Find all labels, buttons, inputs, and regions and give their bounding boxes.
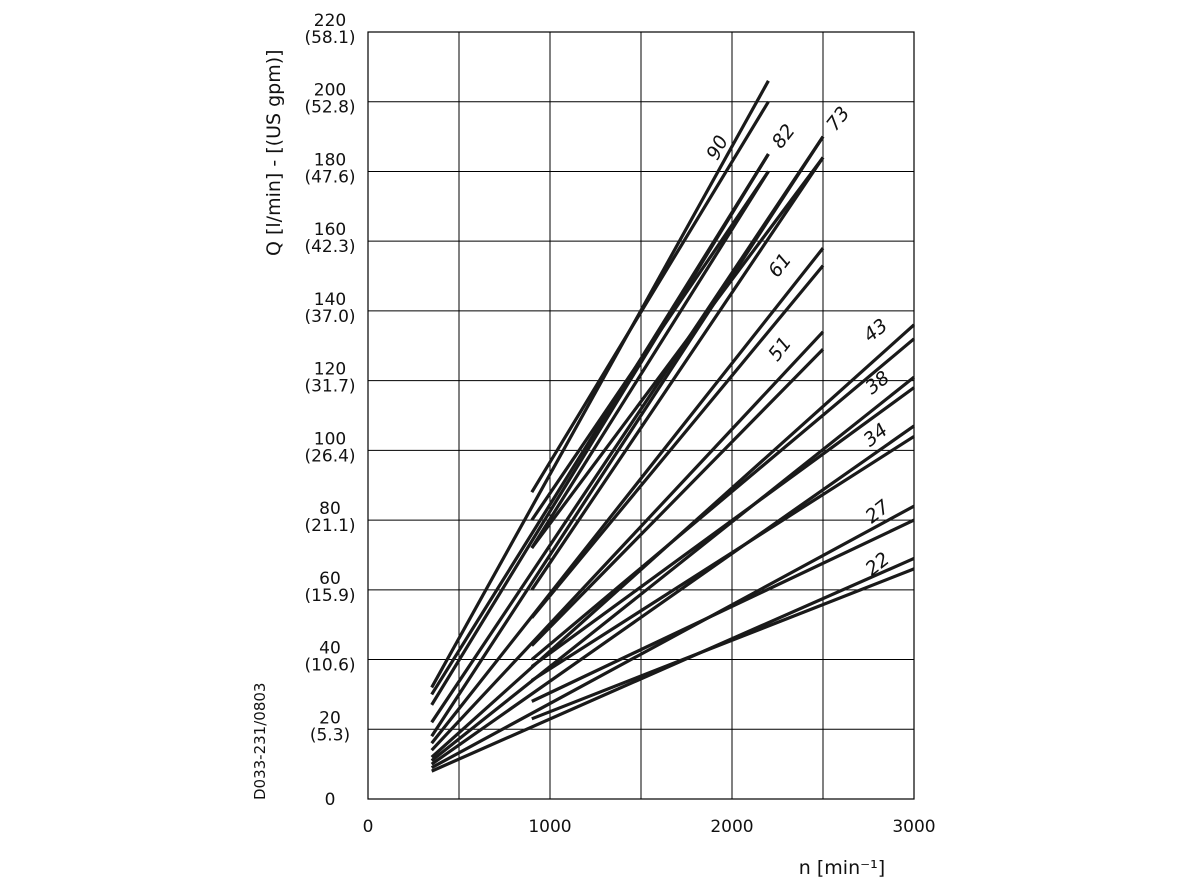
series-line-82 [530, 170, 770, 521]
series-label: 22 [861, 548, 894, 580]
series-line-90 [530, 170, 770, 549]
series-line-82 [530, 156, 825, 549]
series-line-27 [430, 504, 915, 770]
series-label: 43 [859, 314, 892, 346]
series-line-90 [430, 80, 770, 689]
drawing-code: D033-231/0803 [251, 683, 269, 800]
series-line-43 [530, 337, 916, 661]
y-axis-title: Q [l/min] - [(US gpm)] [263, 49, 285, 256]
series-line-38 [430, 375, 915, 762]
y-tick-sublabel: (47.6) [304, 167, 355, 187]
series-line-38 [530, 386, 915, 668]
y-tick-label: 40 [319, 639, 341, 659]
y-tick-sublabel: (37.0) [304, 307, 355, 327]
y-axis-ticks: 0 20(5.3) 40(10.6) 60(15.9) 80(21.1) 100(26.4… [304, 11, 355, 810]
y-tick-label: 180 [314, 150, 346, 170]
series-label: 27 [861, 496, 894, 528]
series-label: 82 [768, 120, 800, 153]
y-tick-label: 200 [314, 81, 346, 101]
y-tick-label: 120 [314, 360, 346, 380]
series-label: 38 [861, 367, 894, 399]
y-tick-label: 80 [319, 499, 341, 519]
series-line-82 [430, 153, 770, 696]
plot-frame [367, 31, 915, 800]
y-tick-label: 0 [325, 790, 336, 810]
series-line-51 [430, 330, 825, 752]
y-tick-sublabel: (5.3) [310, 725, 350, 745]
y-tick-sublabel: (42.3) [304, 237, 355, 257]
series-line-61 [530, 264, 825, 619]
x-tick-label: 0 [363, 817, 374, 837]
series-label: 73 [822, 103, 854, 136]
x-tick-label: 2000 [710, 817, 753, 837]
series-line-90 [530, 100, 770, 494]
y-tick-label: 100 [314, 429, 346, 449]
y-tick-sublabel: (15.9) [304, 586, 355, 606]
y-tick-label: 20 [319, 708, 341, 728]
y-tick-sublabel: (31.7) [304, 377, 355, 397]
series-label: 90 [702, 132, 733, 164]
y-tick-label: 220 [314, 11, 346, 31]
y-tick-label: 140 [314, 290, 346, 310]
series-line-27 [531, 518, 915, 703]
y-tick-sublabel: (58.1) [304, 28, 355, 48]
series-line-61 [430, 247, 825, 745]
x-tick-label: 1000 [528, 817, 571, 837]
y-tick-sublabel: (21.1) [304, 516, 355, 536]
series-lines [430, 80, 916, 773]
y-tick-label: 60 [319, 569, 341, 589]
series-label: 51 [764, 333, 796, 366]
series-line-22 [531, 567, 915, 721]
y-tick-sublabel: (26.4) [304, 446, 355, 466]
series-line-34 [430, 424, 915, 766]
x-tick-label: 3000 [892, 817, 935, 837]
y-tick-label: 160 [314, 220, 346, 240]
series-label: 61 [764, 249, 796, 282]
x-axis-ticks: 0 1000 2000 3000 [363, 817, 936, 837]
y-tick-sublabel: (52.8) [304, 98, 355, 118]
y-tick-sublabel: (10.6) [304, 656, 355, 676]
series-line-73 [430, 135, 825, 738]
x-axis-title: n [min⁻¹] [799, 857, 885, 879]
series-line-51 [530, 348, 825, 647]
series-line-34 [530, 435, 915, 682]
series-line-73 [530, 156, 825, 591]
